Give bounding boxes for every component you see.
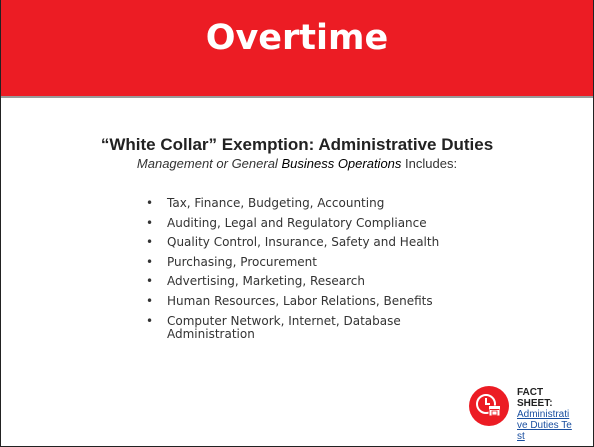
- fact-sheet-link[interactable]: Administrative Duties Test: [517, 409, 572, 442]
- bullet-item: Purchasing, Procurement: [146, 255, 476, 269]
- subtitle-part: Management or General: [136, 156, 278, 171]
- bullet-item: Computer Network, Internet, Database Adm…: [146, 314, 476, 341]
- fact-sheet-label: FACT SHEET:: [517, 387, 553, 409]
- bullet-item: Tax, Finance, Budgeting, Accounting: [146, 197, 476, 211]
- bullet-item: Human Resources, Labor Relations, Benefi…: [146, 294, 476, 308]
- fact-sheet: FACT SHEET: Administrative Duties Test: [517, 387, 573, 442]
- slide-title: Overtime: [205, 18, 389, 58]
- bullet-item: Auditing, Legal and Regulatory Complianc…: [146, 216, 476, 230]
- subtitle-part: Business Operations: [281, 156, 402, 171]
- subtitle-part: Includes:: [405, 156, 458, 171]
- bullet-item: Quality Control, Insurance, Safety and H…: [146, 236, 476, 250]
- bullet-item: Advertising, Marketing, Research: [146, 275, 476, 289]
- subtitle-heading: “White Collar” Exemption: Administrative…: [100, 135, 494, 154]
- fact-sheet-icon: [469, 386, 509, 426]
- header-banner: Overtime: [1, 0, 593, 98]
- bullet-list: Tax, Finance, Budgeting, Accounting Audit…: [146, 197, 476, 347]
- subtitle-line: Management or General Business Operation…: [1, 156, 593, 171]
